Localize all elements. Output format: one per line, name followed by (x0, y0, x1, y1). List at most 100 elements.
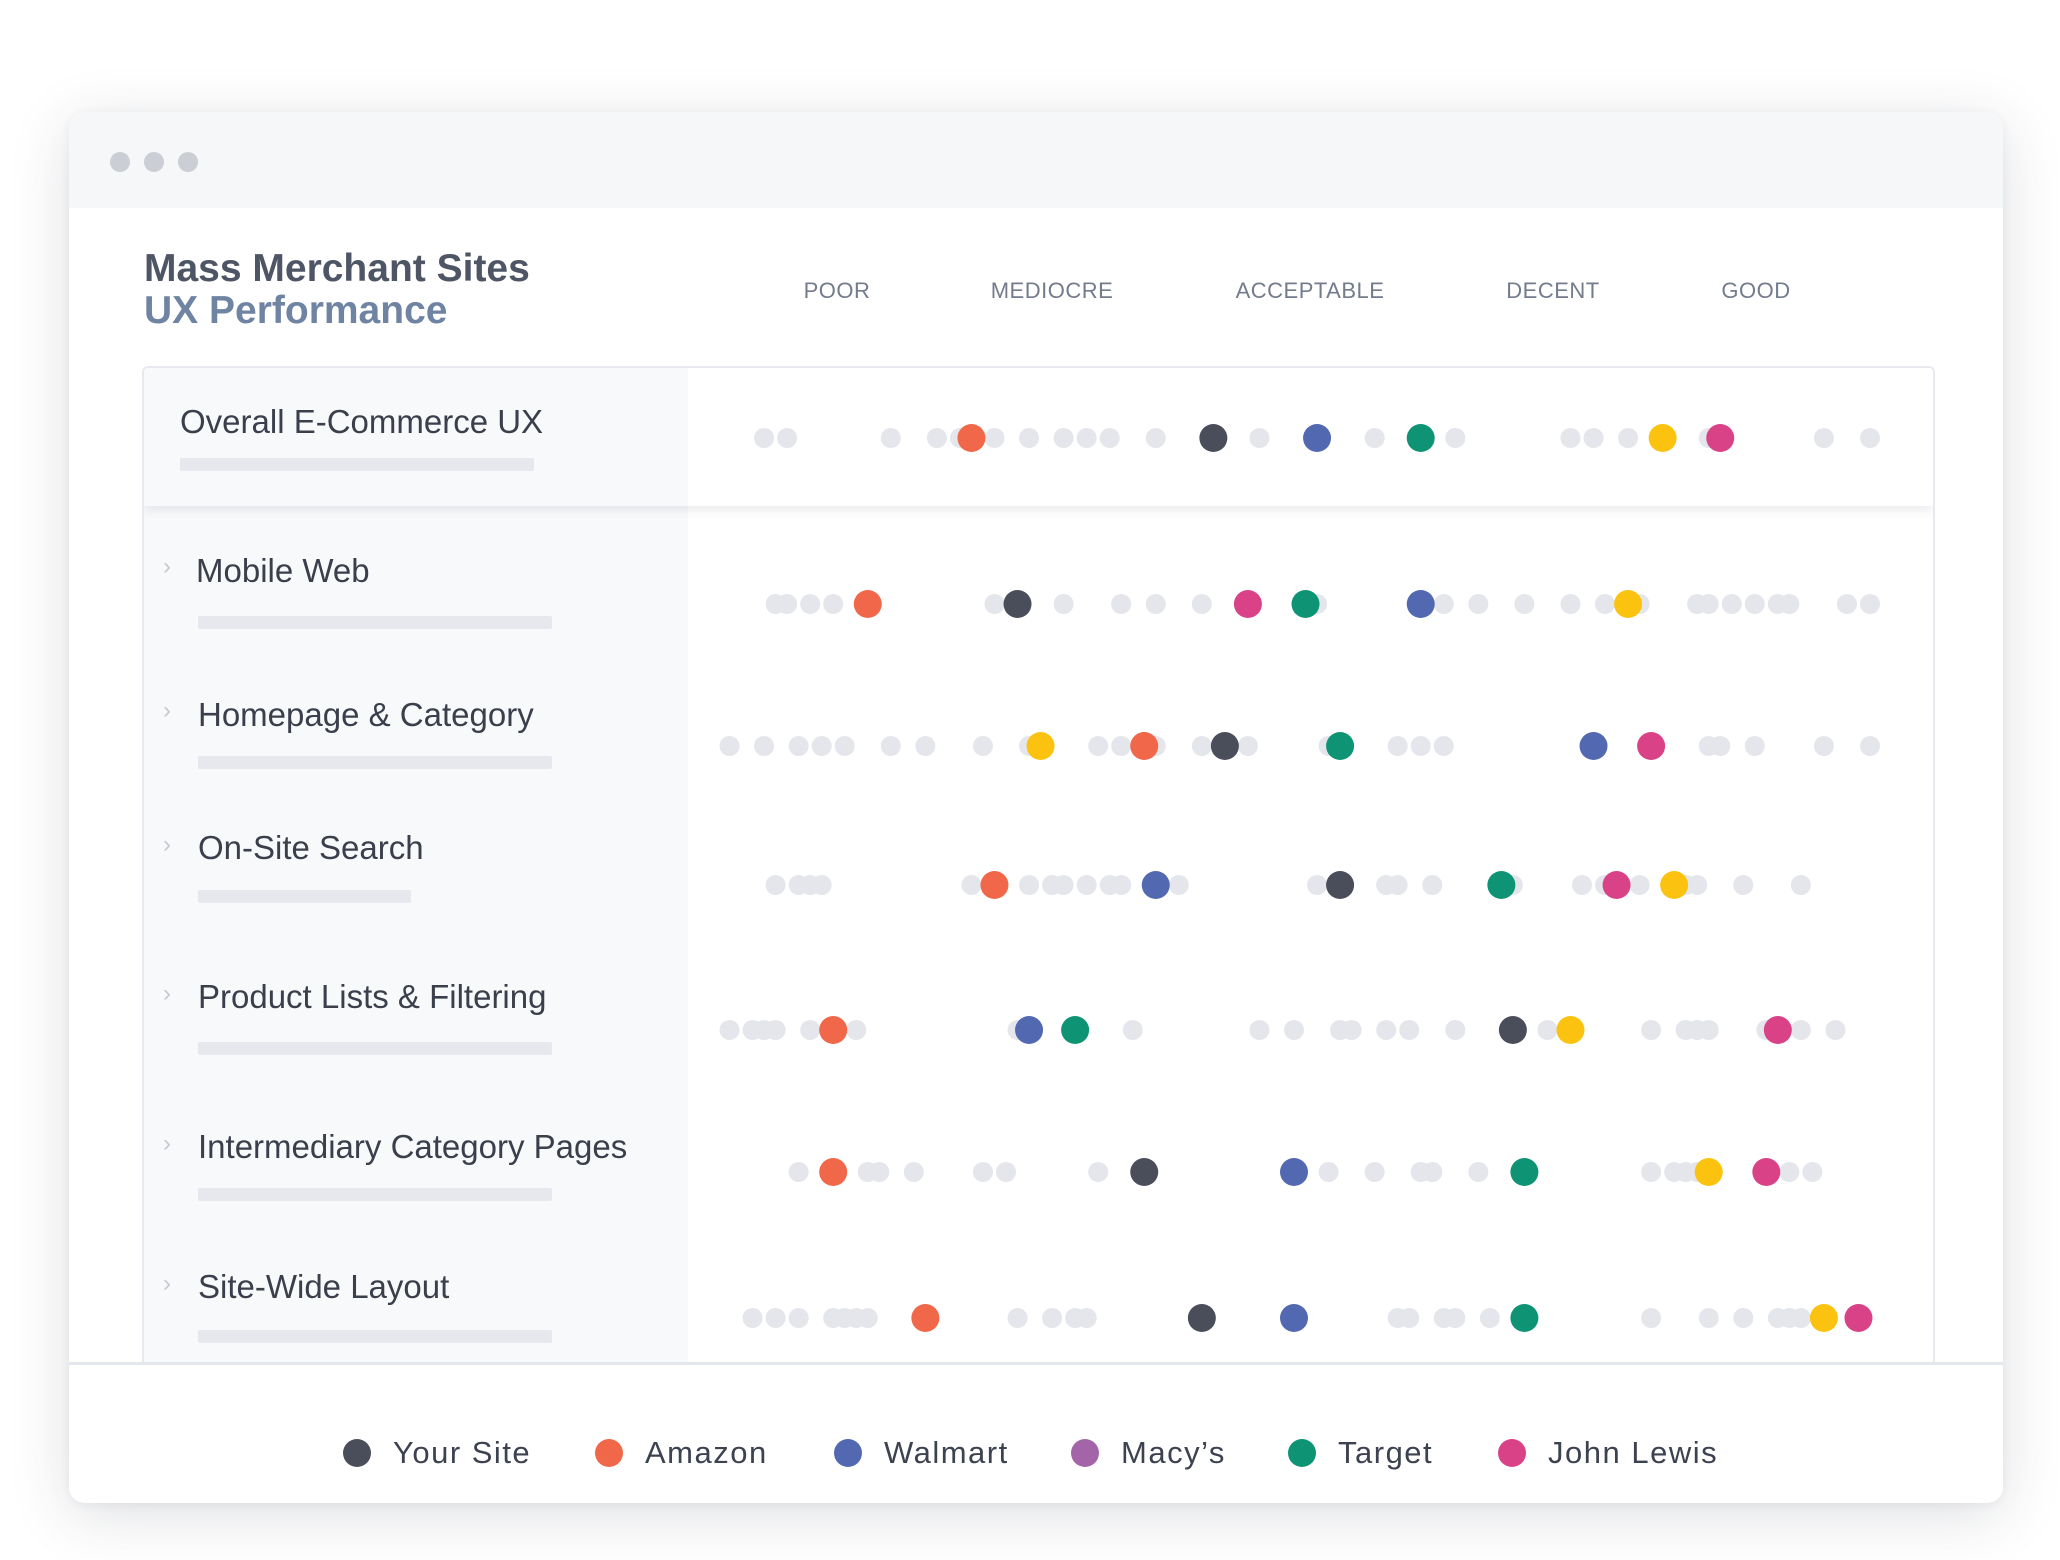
background-point (1687, 875, 1708, 895)
background-point (846, 1020, 867, 1040)
background-point (1122, 1020, 1143, 1040)
background-point (777, 428, 798, 448)
background-point (1399, 1020, 1420, 1040)
row-label-site-wide-layout[interactable]: Site-Wide Layout (198, 1268, 450, 1305)
data-point-walmart[interactable] (1280, 1304, 1308, 1332)
data-point-walmart[interactable] (1141, 871, 1170, 899)
background-point (1698, 594, 1719, 614)
background-point (1779, 1162, 1800, 1182)
data-point-your-site[interactable] (1326, 871, 1355, 899)
background-point (996, 1162, 1016, 1182)
background-point (1618, 428, 1639, 448)
legend-label: Walmart (884, 1435, 1009, 1470)
chevron-right-icon[interactable]: › (163, 831, 171, 858)
data-point-john-lewis[interactable] (1233, 590, 1262, 618)
background-point (1318, 1162, 1339, 1182)
data-point-john-lewis[interactable] (1752, 1158, 1781, 1186)
data-point-yellow[interactable] (1809, 1304, 1838, 1332)
data-point-target[interactable] (1510, 1304, 1539, 1332)
scale-label-acceptable: ACCEPTABLE (1235, 278, 1385, 303)
data-point-your-site[interactable] (1210, 732, 1239, 760)
data-point-walmart[interactable] (1015, 1016, 1044, 1044)
data-point-target[interactable] (1291, 590, 1320, 618)
window-control-dot[interactable] (144, 152, 164, 172)
data-point-john-lewis[interactable] (1706, 424, 1735, 452)
background-point (869, 1162, 890, 1182)
background-point (1790, 1020, 1811, 1040)
data-point-yellow[interactable] (1648, 424, 1677, 452)
row-label-bar (198, 1330, 552, 1343)
background-point (984, 428, 1005, 448)
window-control-dot[interactable] (110, 152, 130, 172)
chevron-right-icon[interactable]: › (163, 697, 171, 724)
background-point (823, 594, 844, 614)
data-point-amazon[interactable] (980, 871, 1009, 899)
background-point (1364, 1162, 1385, 1182)
data-point-your-site[interactable] (1130, 1158, 1159, 1186)
chart-table: Overall E-Commerce UX › Mobile Web › Hom… (142, 366, 1935, 1468)
background-point (1307, 875, 1328, 895)
data-point-target[interactable] (1061, 1016, 1090, 1044)
data-point-your-site[interactable] (1003, 590, 1032, 618)
background-point (765, 1308, 786, 1328)
background-point (961, 875, 982, 895)
background-point (1410, 736, 1431, 756)
row-label-homepage-category[interactable]: Homepage & Category (198, 696, 534, 733)
data-point-your-site[interactable] (1498, 1016, 1527, 1044)
data-point-walmart[interactable] (1406, 590, 1435, 618)
data-point-your-site[interactable] (1199, 424, 1228, 452)
background-point (1099, 428, 1120, 448)
scale-label-mediocre: MEDIOCRE (990, 278, 1114, 303)
data-point-amazon[interactable] (819, 1016, 848, 1044)
chart-title: Mass Merchant Sites (144, 247, 530, 290)
background-point (1445, 428, 1466, 448)
background-point (1790, 875, 1811, 895)
row-label-on-site-search[interactable]: On-Site Search (198, 829, 424, 866)
chevron-right-icon[interactable]: › (163, 1130, 171, 1157)
data-point-yellow[interactable] (1026, 732, 1055, 760)
data-point-john-lewis[interactable] (1602, 871, 1631, 899)
background-point (765, 1020, 786, 1040)
data-point-yellow[interactable] (1660, 871, 1689, 899)
chevron-right-icon[interactable]: › (163, 553, 171, 580)
background-point (1698, 1308, 1719, 1328)
chevron-right-icon[interactable]: › (163, 980, 171, 1007)
background-point (972, 736, 993, 756)
legend-label: Target (1338, 1435, 1434, 1470)
data-point-your-site[interactable] (1187, 1304, 1216, 1332)
overall-row-band (144, 368, 1933, 506)
row-label-intermediary-category[interactable]: Intermediary Category Pages (198, 1128, 628, 1165)
data-point-john-lewis[interactable] (1637, 732, 1666, 760)
window-control-dot[interactable] (178, 152, 198, 172)
background-point (1249, 428, 1270, 448)
background-point (1422, 875, 1443, 895)
background-point (1249, 1020, 1270, 1040)
data-point-yellow[interactable] (1614, 590, 1643, 618)
data-point-target[interactable] (1326, 732, 1355, 760)
background-point (1514, 594, 1535, 614)
data-point-walmart[interactable] (1303, 424, 1332, 452)
data-point-walmart[interactable] (1280, 1158, 1308, 1186)
data-point-amazon[interactable] (911, 1304, 940, 1332)
data-point-amazon[interactable] (819, 1158, 848, 1186)
background-point (1560, 594, 1581, 614)
data-point-target[interactable] (1510, 1158, 1539, 1186)
chevron-right-icon[interactable]: › (163, 1270, 171, 1297)
data-point-yellow[interactable] (1556, 1016, 1585, 1044)
data-point-walmart[interactable] (1579, 732, 1608, 760)
background-point (1813, 428, 1834, 448)
data-point-amazon[interactable] (853, 590, 882, 618)
scale-label-decent: DECENT (1506, 278, 1600, 303)
background-point (1641, 1162, 1662, 1182)
data-point-john-lewis[interactable] (1844, 1304, 1873, 1332)
background-point (1744, 594, 1765, 614)
row-label-mobile-web[interactable]: Mobile Web (196, 552, 370, 589)
data-point-amazon[interactable] (1130, 732, 1159, 760)
row-label-product-lists[interactable]: Product Lists & Filtering (198, 978, 547, 1015)
data-point-john-lewis[interactable] (1763, 1016, 1792, 1044)
data-point-yellow[interactable] (1694, 1158, 1723, 1186)
background-point (742, 1308, 763, 1328)
data-point-amazon[interactable] (957, 424, 986, 452)
data-point-target[interactable] (1406, 424, 1435, 452)
data-point-target[interactable] (1487, 871, 1516, 899)
